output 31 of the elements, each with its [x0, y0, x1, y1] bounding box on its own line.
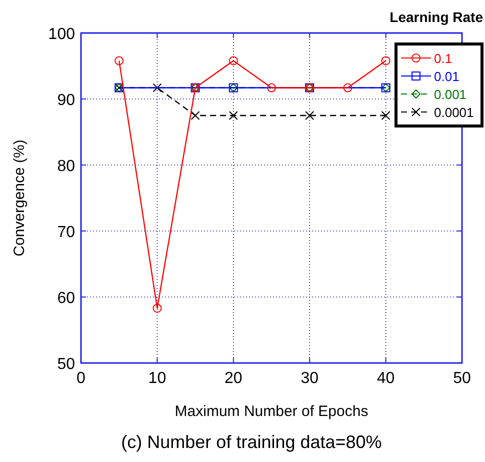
point [228, 111, 238, 120]
x-tick-label: 30 [300, 370, 319, 387]
point [381, 56, 390, 66]
legend-label: 0.001 [434, 87, 467, 102]
point [228, 56, 238, 66]
point [190, 111, 200, 120]
point [152, 83, 162, 92]
x-tick-label: 50 [453, 370, 471, 387]
legend-title: Learning Rate [390, 9, 484, 25]
x-tick-label: 40 [376, 370, 395, 387]
y-tick-label: 100 [48, 26, 76, 43]
y-tick-label: 50 [57, 356, 76, 373]
text: (c) Number of training data=80% [121, 432, 382, 452]
legend-label: 0.01 [434, 69, 460, 84]
point [114, 56, 124, 66]
legend-label: 0.0001 [434, 105, 474, 120]
legend-label: 0.1 [434, 51, 452, 66]
x-tick-label: 10 [148, 370, 166, 387]
y-tick-label: 70 [57, 224, 76, 241]
y-tick-label: 80 [57, 158, 76, 175]
point [305, 111, 314, 120]
y-tick-label: 90 [57, 92, 76, 109]
point [381, 111, 390, 120]
point [152, 304, 162, 313]
y-axis-title: Convergence (%) [11, 140, 28, 256]
x-tick-label: 0 [76, 370, 86, 387]
x-tick-label: 20 [224, 370, 242, 387]
x-axis-title: Maximum Number of Epochs [174, 403, 368, 420]
point [343, 83, 352, 92]
point [267, 83, 276, 92]
y-tick-label: 60 [57, 290, 76, 307]
